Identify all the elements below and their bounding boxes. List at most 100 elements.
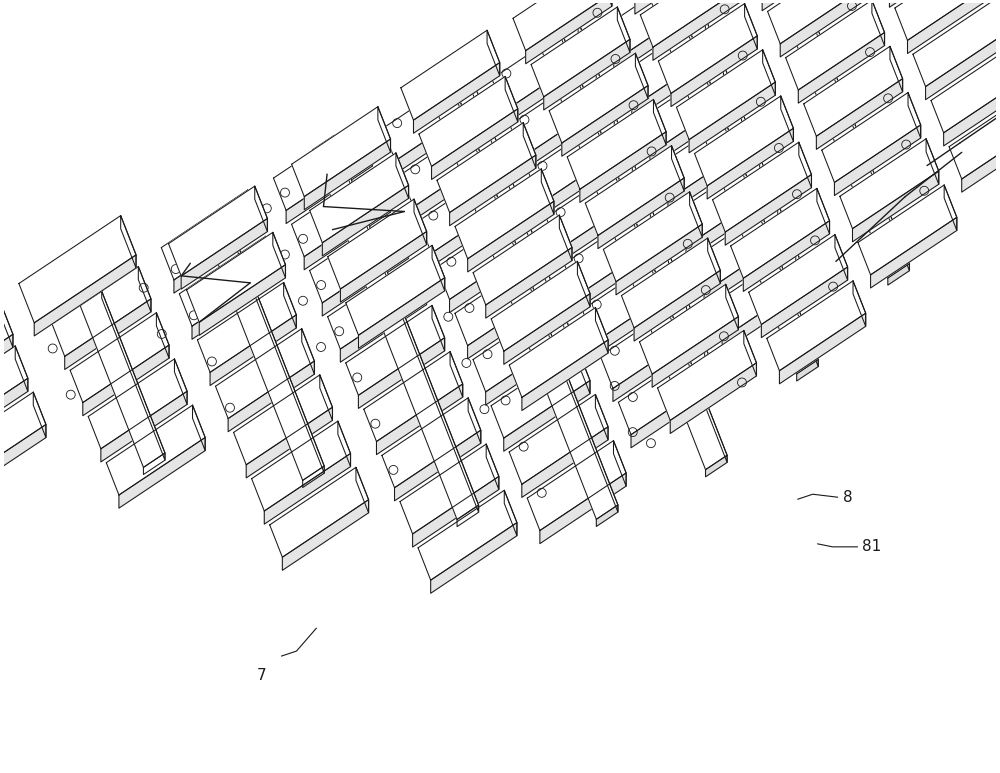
Polygon shape [600,298,699,389]
Polygon shape [962,121,1000,192]
Polygon shape [695,96,793,186]
Polygon shape [119,438,205,508]
Polygon shape [595,284,681,356]
Polygon shape [567,100,666,189]
Polygon shape [804,46,903,136]
Polygon shape [889,0,976,7]
Polygon shape [414,259,427,305]
Polygon shape [652,317,738,387]
Polygon shape [731,189,830,278]
Polygon shape [199,264,285,335]
Polygon shape [106,405,205,495]
Polygon shape [528,114,627,203]
Polygon shape [88,359,187,449]
Polygon shape [727,0,739,3]
Polygon shape [531,7,630,97]
Polygon shape [270,468,369,557]
Polygon shape [817,189,830,234]
Polygon shape [690,192,702,237]
Polygon shape [895,0,994,40]
Polygon shape [450,352,463,397]
Polygon shape [264,454,351,524]
Polygon shape [796,249,808,295]
Polygon shape [888,264,909,285]
Polygon shape [768,0,866,44]
Polygon shape [687,0,700,17]
Polygon shape [83,345,169,416]
Polygon shape [504,294,590,364]
Polygon shape [80,291,165,468]
Polygon shape [161,190,260,280]
Polygon shape [541,169,554,214]
Polygon shape [334,135,479,512]
Text: 81: 81 [862,540,882,554]
Polygon shape [396,213,409,258]
Polygon shape [722,281,808,352]
Polygon shape [312,135,479,519]
Polygon shape [292,167,390,257]
Polygon shape [835,235,848,280]
Polygon shape [34,255,136,336]
Polygon shape [378,107,391,152]
Polygon shape [786,0,885,90]
Polygon shape [504,380,590,451]
Polygon shape [577,239,663,309]
Polygon shape [799,142,811,188]
Polygon shape [437,209,536,299]
Polygon shape [322,186,409,256]
Polygon shape [509,394,608,485]
Polygon shape [65,299,151,369]
Polygon shape [0,424,46,495]
Polygon shape [15,346,28,391]
Polygon shape [303,466,324,488]
Polygon shape [780,0,866,57]
Polygon shape [618,345,717,434]
Polygon shape [431,196,518,267]
Polygon shape [486,444,499,489]
Polygon shape [0,335,13,415]
Polygon shape [544,39,630,110]
Polygon shape [505,77,518,122]
Polygon shape [598,178,684,249]
Polygon shape [614,114,627,159]
Polygon shape [174,359,187,404]
Polygon shape [469,71,482,117]
Polygon shape [643,0,818,374]
Polygon shape [338,421,351,467]
Text: 8: 8 [843,490,852,505]
Polygon shape [559,215,572,261]
Polygon shape [670,363,756,434]
Polygon shape [304,139,391,209]
Polygon shape [723,64,736,110]
Polygon shape [908,93,921,138]
Polygon shape [632,50,718,121]
Polygon shape [564,206,663,296]
Polygon shape [473,302,572,392]
Polygon shape [596,67,609,113]
Polygon shape [655,111,754,200]
Polygon shape [949,89,1000,179]
Polygon shape [486,335,572,405]
Polygon shape [382,398,481,488]
Polygon shape [559,192,645,263]
Polygon shape [840,139,939,229]
Polygon shape [0,346,28,436]
Polygon shape [858,185,957,275]
Polygon shape [492,22,591,111]
Polygon shape [187,233,285,322]
Polygon shape [310,153,409,243]
Polygon shape [668,143,754,213]
Polygon shape [834,125,921,196]
Polygon shape [395,431,481,501]
Polygon shape [705,345,717,390]
Polygon shape [455,169,554,259]
Polygon shape [635,53,648,99]
Polygon shape [246,407,332,478]
Polygon shape [432,245,445,291]
Polygon shape [640,284,738,374]
Polygon shape [19,216,136,323]
Polygon shape [179,237,278,326]
Polygon shape [432,109,518,179]
Polygon shape [358,278,445,349]
Polygon shape [743,221,830,291]
